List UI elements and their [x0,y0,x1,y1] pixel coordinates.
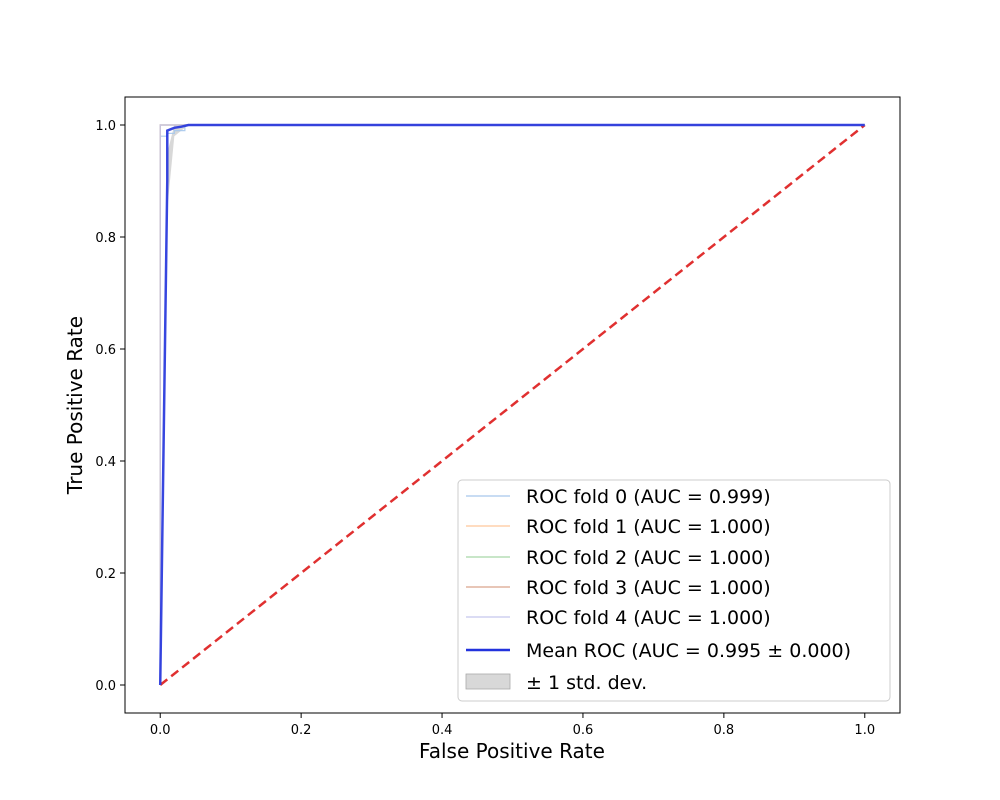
y-tick-label: 1.0 [95,119,116,134]
y-tick-label: 0.8 [95,231,116,246]
legend-swatch-std-dev [465,673,511,690]
legend-label-mean-roc: Mean ROC (AUC = 0.995 ± 0.000) [526,640,851,662]
y-tick-label: 0.2 [95,567,116,582]
x-tick-label: 0.6 [573,723,594,738]
x-axis: 0.0 0.2 0.4 0.6 0.8 1.0 [150,713,875,738]
legend-label-fold-1: ROC fold 1 (AUC = 1.000) [526,516,771,538]
legend-label-fold-2: ROC fold 2 (AUC = 1.000) [526,547,771,569]
plot-area [158,123,866,686]
y-tick-label: 0.0 [95,679,116,694]
legend-frame [457,479,891,702]
y-tick-label: 0.6 [95,343,116,358]
legend-label-fold-3: ROC fold 3 (AUC = 1.000) [526,577,771,599]
mean-roc-line [158,123,865,686]
legend-label-std-dev: ± 1 std. dev. [526,672,647,694]
x-axis-label: False Positive Rate [419,739,605,763]
x-tick-label: 0.0 [150,723,171,738]
x-tick-label: 0.4 [432,723,453,738]
y-tick-label: 0.4 [95,455,116,470]
x-tick-label: 1.0 [854,723,875,738]
x-tick-label: 0.8 [714,723,735,738]
legend-label-fold-0: ROC fold 0 (AUC = 0.999) [526,486,771,508]
chance-line [159,124,866,686]
legend: ROC fold 0 (AUC = 0.999) ROC fold 1 (AUC … [457,479,891,702]
plot-frame [124,96,901,714]
legend-label-fold-4: ROC fold 4 (AUC = 1.000) [526,607,771,629]
x-tick-label: 0.2 [291,723,312,738]
y-axis-label: True Positive Rate [63,316,87,495]
y-axis: 0.0 0.2 0.4 0.6 0.8 1.0 [95,119,125,694]
